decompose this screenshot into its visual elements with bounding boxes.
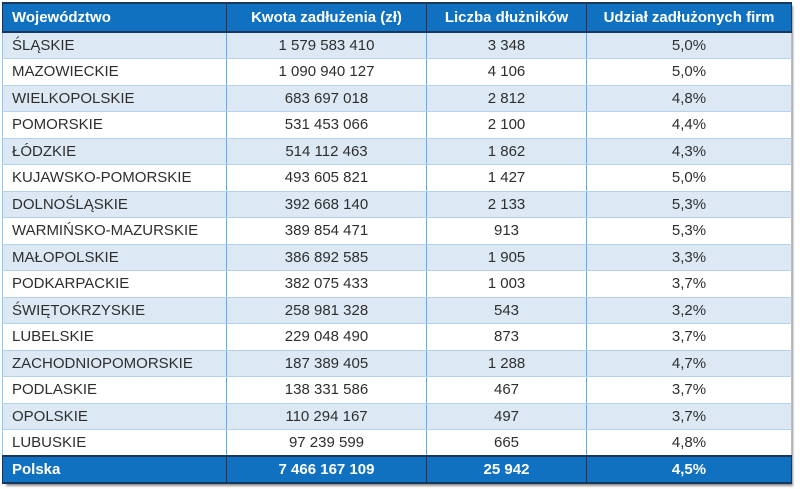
table-row: PODLASKIE 138 331 586 467 3,7% bbox=[2, 376, 792, 404]
debt-amount-cell: 389 854 471 bbox=[226, 217, 427, 245]
debt-amount-cell: 1 090 940 127 bbox=[226, 58, 427, 86]
share-cell: 4,4% bbox=[586, 111, 792, 139]
table-row: WIELKOPOLSKIE 683 697 018 2 812 4,8% bbox=[2, 85, 792, 112]
table-row: ZACHODNIOPOMORSKIE 187 389 405 1 288 4,7% bbox=[2, 350, 792, 377]
region-cell: KUJAWSKO-POMORSKIE bbox=[2, 164, 227, 192]
debtor-count-cell: 1 003 bbox=[426, 270, 587, 298]
debtor-count-cell: 543 bbox=[426, 297, 587, 324]
share-cell: 5,3% bbox=[586, 217, 792, 245]
debt-amount-cell: 258 981 328 bbox=[226, 297, 427, 324]
table-row: ŚWIĘTOKRZYSKIE 258 981 328 543 3,2% bbox=[2, 297, 792, 324]
debtor-count-cell: 497 bbox=[426, 403, 587, 430]
table-row: POMORSKIE 531 453 066 2 100 4,4% bbox=[2, 111, 792, 139]
table-row: KUJAWSKO-POMORSKIE 493 605 821 1 427 5,0% bbox=[2, 164, 792, 192]
debtor-count-cell: 913 bbox=[426, 217, 587, 245]
debt-amount-cell: 531 453 066 bbox=[226, 111, 427, 139]
region-cell: PODLASKIE bbox=[2, 376, 227, 404]
table-header: Województwo Kwota zadłużenia (zł) Liczba… bbox=[2, 2, 792, 33]
share-cell: 4,8% bbox=[586, 85, 792, 112]
share-cell: 3,7% bbox=[586, 376, 792, 404]
table-row: WARMIŃSKO-MAZURSKIE 389 854 471 913 5,3% bbox=[2, 217, 792, 245]
region-cell: ŚLĄSKIE bbox=[2, 32, 227, 59]
debtor-count-cell: 1 905 bbox=[426, 244, 587, 271]
region-cell: OPOLSKIE bbox=[2, 403, 227, 430]
region-cell: MAZOWIECKIE bbox=[2, 58, 227, 86]
debtor-count-cell: 873 bbox=[426, 323, 587, 351]
debt-amount-cell: 392 668 140 bbox=[226, 191, 427, 218]
table-row: ŚLĄSKIE 1 579 583 410 3 348 5,0% bbox=[2, 32, 792, 59]
share-cell: 5,0% bbox=[586, 164, 792, 192]
debt-amount-cell: 683 697 018 bbox=[226, 85, 427, 112]
debtor-count-cell: 1 427 bbox=[426, 164, 587, 192]
region-cell: WIELKOPOLSKIE bbox=[2, 85, 227, 112]
region-cell: WARMIŃSKO-MAZURSKIE bbox=[2, 217, 227, 245]
region-cell: PODKARPACKIE bbox=[2, 270, 227, 298]
share-cell: 3,2% bbox=[586, 297, 792, 324]
debt-amount-cell: 110 294 167 bbox=[226, 403, 427, 430]
debtor-count-cell: 2 133 bbox=[426, 191, 587, 218]
total-region: Polska bbox=[2, 455, 227, 484]
debtor-count-cell: 1 862 bbox=[426, 138, 587, 165]
header-region: Województwo bbox=[2, 2, 227, 33]
region-cell: POMORSKIE bbox=[2, 111, 227, 139]
share-cell: 3,7% bbox=[586, 403, 792, 430]
total-share: 4,5% bbox=[586, 455, 792, 484]
share-cell: 3,7% bbox=[586, 270, 792, 298]
table-body: ŚLĄSKIE 1 579 583 410 3 348 5,0% MAZOWIECKIE… bbox=[2, 32, 792, 457]
total-debt-amount: 7 466 167 109 bbox=[226, 455, 427, 484]
share-cell: 4,8% bbox=[586, 429, 792, 457]
debtor-count-cell: 467 bbox=[426, 376, 587, 404]
header-share: Udział zadłużonych firm bbox=[586, 2, 792, 33]
debtor-count-cell: 1 288 bbox=[426, 350, 587, 377]
header-debtor-count: Liczba dłużników bbox=[426, 2, 587, 33]
table-row: PODKARPACKIE 382 075 433 1 003 3,7% bbox=[2, 270, 792, 298]
share-cell: 5,3% bbox=[586, 191, 792, 218]
share-cell: 3,7% bbox=[586, 323, 792, 351]
header-row: Województwo Kwota zadłużenia (zł) Liczba… bbox=[2, 2, 792, 33]
debt-amount-cell: 382 075 433 bbox=[226, 270, 427, 298]
debt-amount-cell: 493 605 821 bbox=[226, 164, 427, 192]
region-cell: ZACHODNIOPOMORSKIE bbox=[2, 350, 227, 377]
table-row: ŁÓDZKIE 514 112 463 1 862 4,3% bbox=[2, 138, 792, 165]
table-row: MAZOWIECKIE 1 090 940 127 4 106 5,0% bbox=[2, 58, 792, 86]
debtor-count-cell: 4 106 bbox=[426, 58, 587, 86]
debt-amount-cell: 386 892 585 bbox=[226, 244, 427, 271]
table-row: LUBELSKIE 229 048 490 873 3,7% bbox=[2, 323, 792, 351]
share-cell: 4,7% bbox=[586, 350, 792, 377]
total-debtor-count: 25 942 bbox=[426, 455, 587, 484]
total-row: Polska 7 466 167 109 25 942 4,5% bbox=[2, 455, 792, 484]
region-cell: LUBUSKIE bbox=[2, 429, 227, 457]
debtor-count-cell: 3 348 bbox=[426, 32, 587, 59]
table-footer: Polska 7 466 167 109 25 942 4,5% bbox=[2, 455, 792, 484]
header-debt-amount: Kwota zadłużenia (zł) bbox=[226, 2, 427, 33]
table-row: LUBUSKIE 97 239 599 665 4,8% bbox=[2, 429, 792, 457]
share-cell: 5,0% bbox=[586, 32, 792, 59]
table-row: MAŁOPOLSKIE 386 892 585 1 905 3,3% bbox=[2, 244, 792, 271]
debt-amount-cell: 514 112 463 bbox=[226, 138, 427, 165]
region-cell: MAŁOPOLSKIE bbox=[2, 244, 227, 271]
debt-amount-cell: 187 389 405 bbox=[226, 350, 427, 377]
table-row: DOLNOŚLĄSKIE 392 668 140 2 133 5,3% bbox=[2, 191, 792, 218]
region-cell: ŚWIĘTOKRZYSKIE bbox=[2, 297, 227, 324]
share-cell: 5,0% bbox=[586, 58, 792, 86]
debt-amount-cell: 138 331 586 bbox=[226, 376, 427, 404]
debtor-count-cell: 2 100 bbox=[426, 111, 587, 139]
debt-amount-cell: 229 048 490 bbox=[226, 323, 427, 351]
debtor-count-cell: 2 812 bbox=[426, 85, 587, 112]
region-cell: ŁÓDZKIE bbox=[2, 138, 227, 165]
debt-table-container: Województwo Kwota zadłużenia (zł) Liczba… bbox=[2, 2, 792, 484]
debtor-count-cell: 665 bbox=[426, 429, 587, 457]
table-row: OPOLSKIE 110 294 167 497 3,7% bbox=[2, 403, 792, 430]
region-cell: LUBELSKIE bbox=[2, 323, 227, 351]
share-cell: 4,3% bbox=[586, 138, 792, 165]
debt-amount-cell: 1 579 583 410 bbox=[226, 32, 427, 59]
debt-table: Województwo Kwota zadłużenia (zł) Liczba… bbox=[2, 2, 792, 484]
debt-amount-cell: 97 239 599 bbox=[226, 429, 427, 457]
region-cell: DOLNOŚLĄSKIE bbox=[2, 191, 227, 218]
share-cell: 3,3% bbox=[586, 244, 792, 271]
